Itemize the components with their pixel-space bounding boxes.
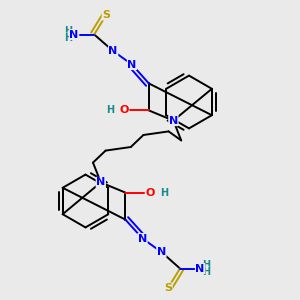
- Text: O: O: [145, 188, 155, 198]
- Text: N: N: [196, 263, 205, 274]
- Text: H: H: [64, 33, 72, 43]
- Text: N: N: [128, 59, 136, 70]
- Text: S: S: [102, 10, 110, 20]
- Text: H: H: [202, 260, 210, 270]
- Text: N: N: [169, 116, 178, 126]
- Text: H: H: [202, 267, 210, 277]
- Text: H: H: [64, 26, 72, 36]
- Text: N: N: [109, 46, 118, 56]
- Text: N: N: [157, 247, 166, 257]
- Text: S: S: [164, 283, 172, 293]
- Text: H: H: [106, 105, 114, 116]
- Text: H: H: [160, 188, 169, 198]
- Text: N: N: [70, 29, 79, 40]
- Text: N: N: [138, 233, 147, 244]
- Text: N: N: [96, 177, 105, 188]
- Text: O: O: [119, 105, 129, 116]
